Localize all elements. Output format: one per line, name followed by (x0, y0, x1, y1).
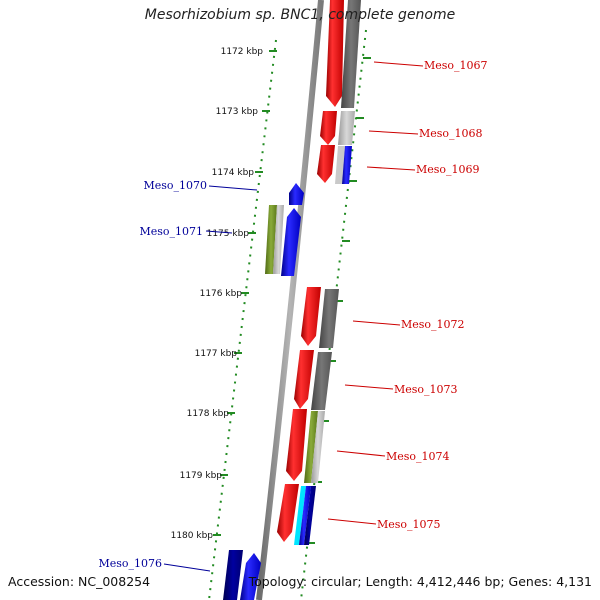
tick-label: 1172 kbp (221, 47, 264, 57)
gene-label-meso-1074[interactable]: Meso_1074 (386, 450, 450, 463)
inner-dotted-rail (208, 39, 277, 600)
tick-marks (213, 50, 277, 536)
cds-arrow-meso-1068[interactable] (320, 111, 337, 145)
cog-block-meso-1073 (311, 352, 332, 410)
gene-label-meso-1067[interactable]: Meso_1067 (424, 59, 488, 72)
leader-line-meso-1068 (368, 130, 419, 135)
cog-block-meso-1072 (319, 289, 339, 348)
cog-block-meso-1071-light (273, 205, 284, 274)
forward-cog-track (294, 0, 361, 545)
gene-labels: Meso_1067 Meso_1068 Meso_1069 Meso_1070 … (98, 59, 487, 570)
cds-arrow-meso-1067[interactable] (326, 0, 344, 107)
cog-block-meso-1075-cyan (294, 486, 306, 545)
tick-label: 1180 kbp (171, 531, 214, 541)
accession-text: Accession: NC_008254 (8, 574, 151, 589)
forward-cds-track (277, 0, 344, 542)
cog-block-meso-1075-blue (299, 486, 311, 545)
cds-arrow-meso-1076[interactable] (240, 553, 261, 600)
tick-label: 1178 kbp (187, 409, 230, 419)
cog-block-meso-1074-olive (304, 411, 318, 483)
genome-backbone (256, 0, 324, 600)
tick-label: 1179 kbp (180, 471, 223, 481)
leader-line-meso-1073 (344, 384, 394, 390)
cds-arrow-meso-1075[interactable] (277, 484, 299, 542)
leader-line-meso-1076 (163, 563, 211, 572)
tick-label: 1175 kbp (207, 229, 250, 239)
cds-arrow-meso-1074[interactable] (286, 409, 307, 481)
tick-label: 1174 kbp (212, 168, 255, 178)
tick-label: 1177 kbp (195, 349, 238, 359)
gene-label-meso-1072[interactable]: Meso_1072 (401, 318, 465, 331)
leader-line-meso-1069 (366, 166, 416, 171)
cog-block-meso-1075-navy (304, 486, 316, 545)
map-title: Mesorhizobium sp. BNC1, complete genome (144, 7, 456, 23)
cds-arrow-meso-1069[interactable] (317, 145, 335, 183)
cds-arrow-meso-1071[interactable] (281, 208, 301, 276)
cog-block-meso-1074-light (311, 411, 325, 483)
gene-label-meso-1070[interactable]: Meso_1070 (143, 179, 207, 192)
tick-label: 1173 kbp (216, 107, 259, 117)
leader-line-meso-1067 (373, 61, 424, 67)
cog-block-meso-1076-navy (223, 550, 243, 600)
cds-arrow-meso-1073[interactable] (294, 350, 314, 409)
leader-line-meso-1070 (208, 185, 258, 191)
gene-label-meso-1073[interactable]: Meso_1073 (394, 383, 458, 396)
cog-block-meso-1069-blue (342, 146, 352, 184)
leader-lines (163, 61, 424, 572)
leader-line-meso-1075 (327, 518, 377, 525)
reverse-cog-track (223, 205, 284, 600)
gene-label-meso-1071[interactable]: Meso_1071 (139, 225, 203, 238)
gene-label-meso-1076[interactable]: Meso_1076 (98, 557, 162, 570)
topology-text: Topology: circular; Length: 4,412,446 bp… (248, 574, 592, 589)
cog-block-meso-1068 (338, 111, 355, 145)
leader-line-meso-1074 (336, 450, 386, 457)
tick-labels: 1172 kbp 1173 kbp 1174 kbp 1175 kbp 1176… (171, 47, 264, 541)
gene-label-meso-1069[interactable]: Meso_1069 (416, 163, 480, 176)
leader-line-meso-1071 (205, 230, 233, 234)
cds-arrow-meso-1070[interactable] (289, 183, 304, 205)
cog-block-meso-1067 (341, 0, 361, 108)
gene-label-meso-1068[interactable]: Meso_1068 (419, 127, 483, 140)
gene-label-meso-1075[interactable]: Meso_1075 (377, 518, 441, 531)
cds-arrow-meso-1072[interactable] (301, 287, 321, 346)
reverse-cds-track (240, 183, 304, 600)
cog-block-meso-1069-light (335, 146, 345, 184)
tick-label: 1176 kbp (200, 289, 243, 299)
leader-line-meso-1072 (352, 320, 401, 326)
